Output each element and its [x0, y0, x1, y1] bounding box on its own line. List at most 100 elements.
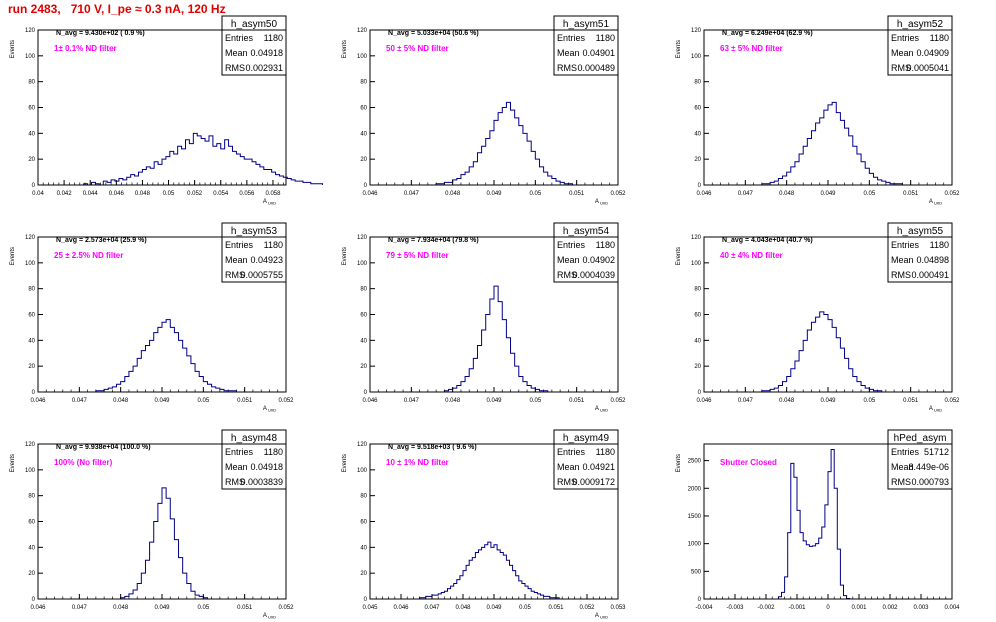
stats-key: Mean [225, 462, 248, 472]
y-tick-label: 60 [28, 313, 35, 319]
navg-label: N_avg = 9.518e+03 ( 9.6 %) [388, 444, 477, 451]
y-tick-label: 20 [694, 364, 701, 370]
x-tick-label: 0.049 [154, 605, 170, 611]
histogram-line [777, 449, 851, 599]
y-tick-label: 120 [25, 28, 36, 34]
x-tick-label: 0.049 [486, 398, 502, 404]
stats-value: 8.449e-06 [908, 462, 949, 472]
filter-label: 10 ± 1% ND filter [386, 458, 449, 467]
y-tick-label: 80 [28, 80, 35, 86]
y-tick-label: 1000 [688, 542, 702, 548]
y-tick-label: 100 [357, 54, 368, 60]
x-tick-label: 0.05 [863, 191, 875, 197]
stats-value: 1180 [264, 447, 283, 457]
x-axis-label: A UIID [595, 199, 608, 206]
y-tick-label: 20 [28, 364, 35, 370]
histogram-line [95, 319, 237, 392]
y-tick-label: 100 [357, 468, 368, 474]
stats-box [221, 15, 287, 76]
x-tick-label: 0.047 [72, 398, 88, 404]
filter-label: 63 ± 5% ND filter [720, 44, 783, 53]
stats-key: RMS [557, 477, 577, 487]
x-tick-label: 0.051 [569, 191, 585, 197]
y-tick-label: 120 [691, 235, 702, 241]
y-tick-label: 100 [25, 468, 36, 474]
hist-title: h_asym54 [563, 226, 610, 237]
stats-key: Entries [891, 33, 920, 43]
y-tick-label: 1500 [688, 514, 702, 520]
y-tick-label: 2000 [688, 486, 702, 492]
x-tick-label: 0.051 [548, 605, 564, 611]
stats-box [887, 15, 953, 76]
x-tick-label: 0.046 [30, 605, 46, 611]
stats-key: Mean [557, 255, 580, 265]
x-tick-label: 0.046 [362, 191, 378, 197]
x-tick-label: 0.044 [83, 191, 99, 197]
stats-value: 0.04923 [250, 255, 283, 265]
y-tick-label: 120 [691, 28, 702, 34]
y-tick-label: 0 [698, 597, 702, 603]
x-tick-label: 0.052 [944, 398, 960, 404]
stats-key: Mean [225, 255, 248, 265]
stats-value: 0.04909 [916, 48, 949, 58]
navg-label: N_avg = 5.033e+04 (50.6 %) [388, 30, 479, 37]
x-tick-label: 0.052 [278, 398, 294, 404]
stats-key: Mean [891, 255, 914, 265]
y-tick-label: 0 [364, 390, 368, 396]
stats-box [553, 429, 619, 490]
x-tick-label: 0.049 [486, 191, 502, 197]
x-tick-label: 0.004 [944, 605, 960, 611]
x-tick-label: -0.002 [757, 605, 775, 611]
hist-panel-h_asym55: 0.046 0.047 0.048 0.049 0.05 0.051 0.052 0 20 40 6… [676, 222, 960, 413]
x-tick-label: 0.001 [851, 605, 867, 611]
y-tick-label: 40 [28, 545, 35, 551]
stats-value: 51712 [924, 447, 949, 457]
hist-panel-h_asym54: 0.046 0.047 0.048 0.049 0.05 0.051 0.052 0 20 40 6… [342, 222, 626, 413]
stats-key: Entries [557, 240, 586, 250]
y-tick-label: 100 [691, 261, 702, 267]
y-tick-label: 120 [357, 28, 368, 34]
y-tick-label: 100 [25, 261, 36, 267]
x-tick-label: 0.05 [529, 191, 541, 197]
y-tick-label: 60 [28, 520, 35, 526]
x-tick-label: 0.047 [72, 605, 88, 611]
x-tick-label: 0.04 [32, 191, 44, 197]
stats-box [887, 222, 953, 283]
histogram-line [120, 487, 208, 599]
y-tick-label: 40 [28, 131, 35, 137]
y-tick-label: 80 [28, 287, 35, 293]
stats-value: 0.04918 [250, 48, 283, 58]
x-tick-label: 0.049 [486, 605, 502, 611]
x-tick-label: 0.045 [362, 605, 378, 611]
filter-label: 79 ± 5% ND filter [386, 251, 449, 260]
stats-key: RMS [891, 63, 911, 73]
stats-key: RMS [225, 477, 245, 487]
hist-panel-h_asym48: 0.046 0.047 0.048 0.049 0.05 0.051 0.052 0 20 40 6… [10, 429, 294, 620]
x-tick-label: 0.047 [738, 398, 754, 404]
y-tick-label: 0 [364, 597, 368, 603]
x-tick-label: 0.047 [404, 191, 420, 197]
x-tick-label: 0.047 [424, 605, 440, 611]
y-tick-label: 20 [28, 157, 35, 163]
x-tick-label: 0.048 [113, 398, 129, 404]
x-tick-label: 0.052 [944, 191, 960, 197]
hist-title: h_asym52 [897, 19, 944, 30]
stats-key: RMS [891, 270, 911, 280]
y-axis-label: Events [676, 40, 682, 58]
stats-key: RMS [891, 477, 911, 487]
y-axis-label: Events [10, 247, 16, 265]
y-tick-label: 0 [698, 183, 702, 189]
stats-key: RMS [225, 270, 245, 280]
x-tick-label: 0.047 [404, 398, 420, 404]
x-tick-label: -0.001 [788, 605, 806, 611]
navg-label: N_avg = 4.043e+04 (40.7 %) [722, 237, 813, 244]
y-tick-label: 100 [691, 54, 702, 60]
stats-key: Mean [557, 48, 580, 58]
stats-value: 0.04921 [582, 462, 615, 472]
stats-key: Entries [557, 33, 586, 43]
navg-label: N_avg = 6.249e+04 (62.9 %) [722, 30, 813, 37]
y-tick-label: 60 [360, 106, 367, 112]
x-tick-label: 0.046 [696, 398, 712, 404]
x-tick-label: 0.049 [154, 398, 170, 404]
stats-value: 0.04902 [582, 255, 615, 265]
